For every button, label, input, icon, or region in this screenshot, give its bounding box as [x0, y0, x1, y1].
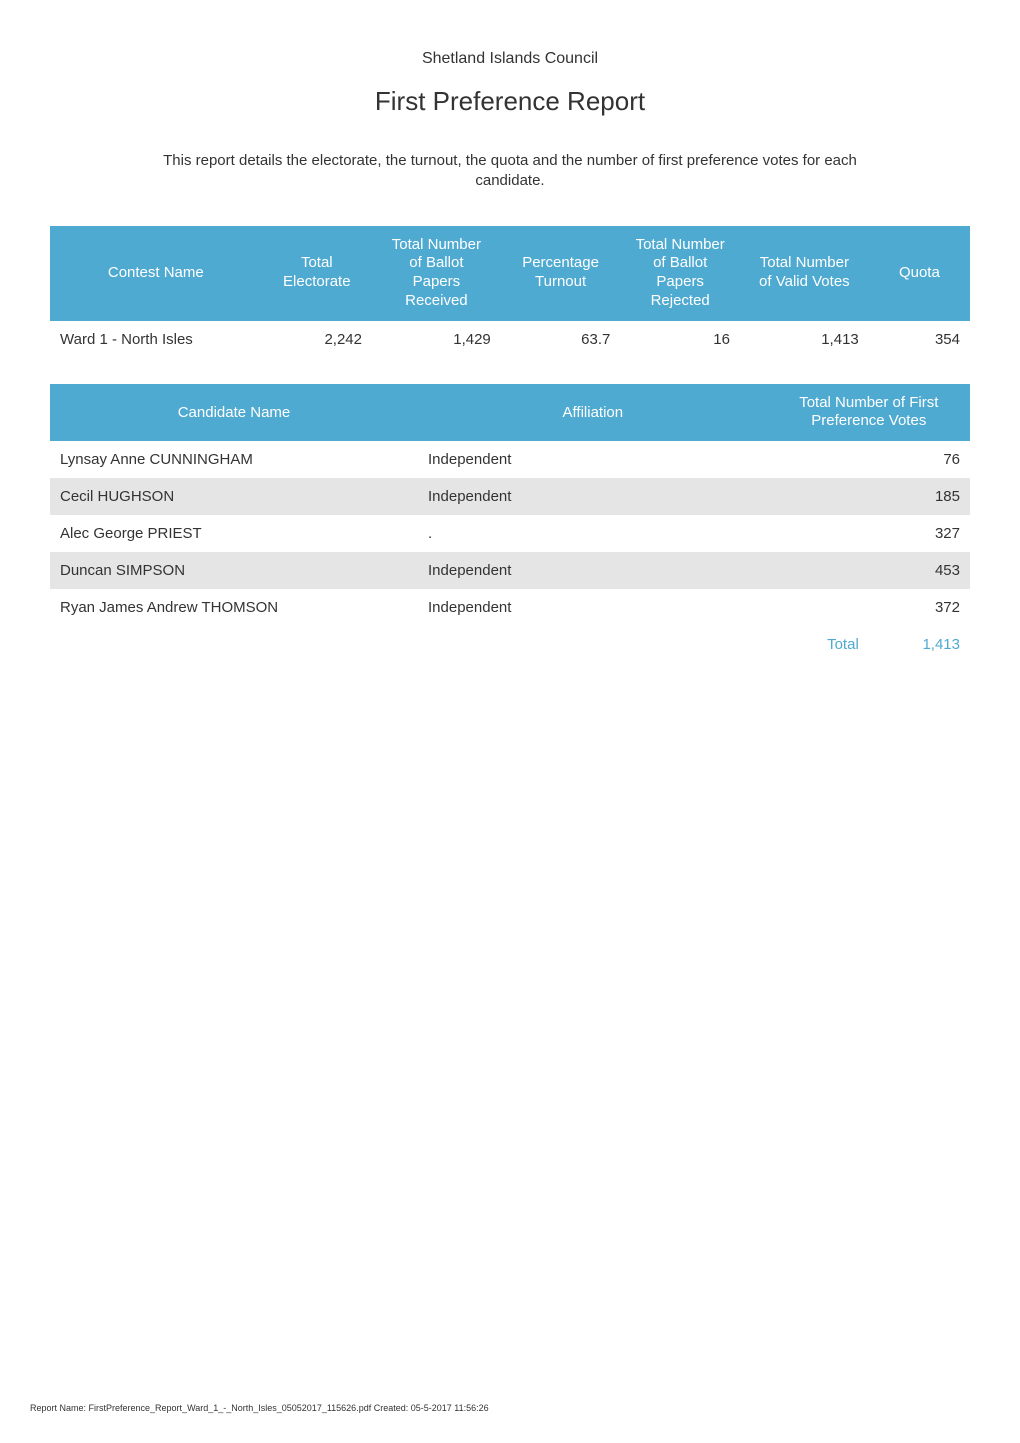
candidate-affiliation: Independent: [418, 552, 768, 589]
report-description: This report details the electorate, the …: [50, 151, 970, 192]
total-row: Total 1,413: [50, 630, 970, 659]
summary-col-quota: Quota: [869, 226, 970, 321]
summary-col-turnout: PercentageTurnout: [501, 226, 621, 321]
total-spacer: [50, 630, 418, 659]
summary-col-received: Total Numberof BallotPapersReceived: [372, 226, 501, 321]
candidate-name: Ryan James Andrew THOMSON: [50, 589, 418, 626]
candidate-name: Duncan SIMPSON: [50, 552, 418, 589]
summary-contest: Ward 1 - North Isles: [50, 321, 262, 358]
description-line-1: This report details the electorate, the …: [163, 152, 857, 169]
candidate-affiliation: Independent: [418, 478, 768, 515]
table-row: Duncan SIMPSON Independent 453: [50, 552, 970, 589]
description-line-2: candidate.: [475, 172, 544, 189]
summary-col-contest: Contest Name: [50, 226, 262, 321]
candidate-name: Alec George PRIEST: [50, 515, 418, 552]
page: Shetland Islands Council First Preferenc…: [0, 0, 1020, 1443]
candidate-affiliation: .: [418, 515, 768, 552]
candidate-name: Lynsay Anne CUNNINGHAM: [50, 441, 418, 478]
summary-header-row: Contest Name TotalElectorate Total Numbe…: [50, 226, 970, 321]
summary-data-row: Ward 1 - North Isles 2,242 1,429 63.7 16…: [50, 321, 970, 358]
summary-rejected: 16: [620, 321, 740, 358]
total-value: 1,413: [869, 630, 970, 659]
summary-electorate: 2,242: [262, 321, 372, 358]
summary-col-valid: Total Numberof Valid Votes: [740, 226, 869, 321]
candidates-header-row: Candidate Name Affiliation Total Number …: [50, 384, 970, 442]
summary-quota: 354: [869, 321, 970, 358]
table-row: Lynsay Anne CUNNINGHAM Independent 76: [50, 441, 970, 478]
report-title: First Preference Report: [50, 86, 970, 117]
summary-col-electorate: TotalElectorate: [262, 226, 372, 321]
candidate-affiliation: Independent: [418, 441, 768, 478]
summary-col-rejected: Total Numberof BallotPapersRejected: [620, 226, 740, 321]
candidate-affiliation: Independent: [418, 589, 768, 626]
candidate-name: Cecil HUGHSON: [50, 478, 418, 515]
total-spacer: [418, 630, 768, 659]
candidates-col-name: Candidate Name: [50, 384, 418, 442]
candidate-votes: 185: [768, 478, 970, 515]
table-row: Ryan James Andrew THOMSON Independent 37…: [50, 589, 970, 626]
summary-valid: 1,413: [740, 321, 869, 358]
summary-turnout: 63.7: [501, 321, 621, 358]
candidate-votes: 372: [768, 589, 970, 626]
summary-table: Contest Name TotalElectorate Total Numbe…: [50, 226, 970, 358]
summary-received: 1,429: [372, 321, 501, 358]
candidates-table: Candidate Name Affiliation Total Number …: [50, 384, 970, 627]
table-row: Alec George PRIEST . 327: [50, 515, 970, 552]
footer-text: Report Name: FirstPreference_Report_Ward…: [30, 1403, 489, 1413]
total-label: Total: [768, 630, 869, 659]
candidate-votes: 76: [768, 441, 970, 478]
council-name: Shetland Islands Council: [50, 50, 970, 68]
table-row: Cecil HUGHSON Independent 185: [50, 478, 970, 515]
candidate-votes: 453: [768, 552, 970, 589]
candidates-col-affiliation: Affiliation: [418, 384, 768, 442]
candidates-col-votes: Total Number of FirstPreference Votes: [768, 384, 970, 442]
candidate-votes: 327: [768, 515, 970, 552]
